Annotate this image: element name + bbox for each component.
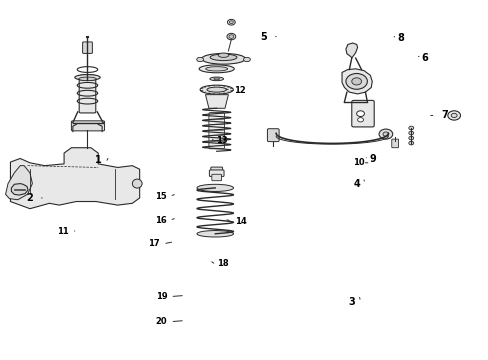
Circle shape	[228, 35, 233, 39]
FancyBboxPatch shape	[208, 113, 224, 149]
Ellipse shape	[213, 78, 219, 80]
Text: 18: 18	[216, 259, 228, 268]
Ellipse shape	[210, 54, 237, 60]
Text: 14: 14	[234, 217, 246, 226]
Ellipse shape	[196, 57, 203, 62]
Text: 11: 11	[57, 228, 69, 237]
Circle shape	[408, 141, 413, 145]
Text: 13: 13	[215, 136, 227, 145]
Text: 20: 20	[156, 317, 167, 326]
Polygon shape	[345, 43, 357, 58]
Ellipse shape	[201, 53, 245, 64]
FancyBboxPatch shape	[391, 139, 398, 148]
Text: 2: 2	[26, 193, 33, 203]
Ellipse shape	[205, 67, 227, 71]
Circle shape	[408, 126, 413, 130]
Circle shape	[229, 21, 233, 24]
Text: 6: 6	[421, 53, 427, 63]
Ellipse shape	[197, 230, 233, 237]
Ellipse shape	[132, 179, 142, 188]
Text: 16: 16	[154, 216, 166, 225]
Text: 17: 17	[148, 239, 160, 248]
Text: 15: 15	[154, 192, 166, 201]
FancyBboxPatch shape	[267, 129, 279, 141]
Circle shape	[408, 131, 413, 135]
Circle shape	[227, 19, 235, 25]
Text: 8: 8	[396, 33, 403, 43]
Circle shape	[345, 73, 366, 89]
Circle shape	[447, 111, 460, 120]
Text: 19: 19	[156, 292, 167, 301]
FancyBboxPatch shape	[82, 42, 92, 53]
Circle shape	[382, 132, 388, 136]
Polygon shape	[5, 166, 32, 200]
Polygon shape	[10, 148, 140, 209]
Polygon shape	[341, 69, 371, 94]
Ellipse shape	[200, 85, 233, 94]
Ellipse shape	[206, 87, 226, 92]
Text: 7: 7	[440, 111, 447, 121]
Text: 10: 10	[352, 158, 364, 167]
Ellipse shape	[79, 77, 96, 81]
Ellipse shape	[209, 77, 223, 81]
Ellipse shape	[197, 184, 233, 192]
Text: 12: 12	[233, 86, 245, 95]
FancyBboxPatch shape	[79, 78, 96, 113]
Polygon shape	[205, 95, 228, 108]
Circle shape	[378, 129, 392, 139]
Circle shape	[356, 111, 364, 117]
Ellipse shape	[199, 65, 234, 73]
Ellipse shape	[218, 53, 228, 57]
Text: 1: 1	[95, 155, 102, 165]
Circle shape	[357, 118, 363, 122]
Ellipse shape	[243, 57, 250, 62]
FancyBboxPatch shape	[211, 174, 221, 181]
Text: 3: 3	[347, 297, 354, 307]
FancyBboxPatch shape	[71, 121, 104, 131]
Circle shape	[450, 113, 456, 118]
Circle shape	[408, 136, 413, 140]
Ellipse shape	[75, 75, 100, 80]
Circle shape	[351, 78, 361, 85]
FancyBboxPatch shape	[209, 170, 224, 176]
Text: 4: 4	[352, 179, 359, 189]
Circle shape	[226, 33, 235, 40]
Polygon shape	[11, 184, 28, 195]
Text: 5: 5	[260, 32, 267, 41]
Text: 9: 9	[368, 154, 375, 164]
FancyBboxPatch shape	[351, 100, 373, 127]
FancyBboxPatch shape	[210, 167, 222, 172]
